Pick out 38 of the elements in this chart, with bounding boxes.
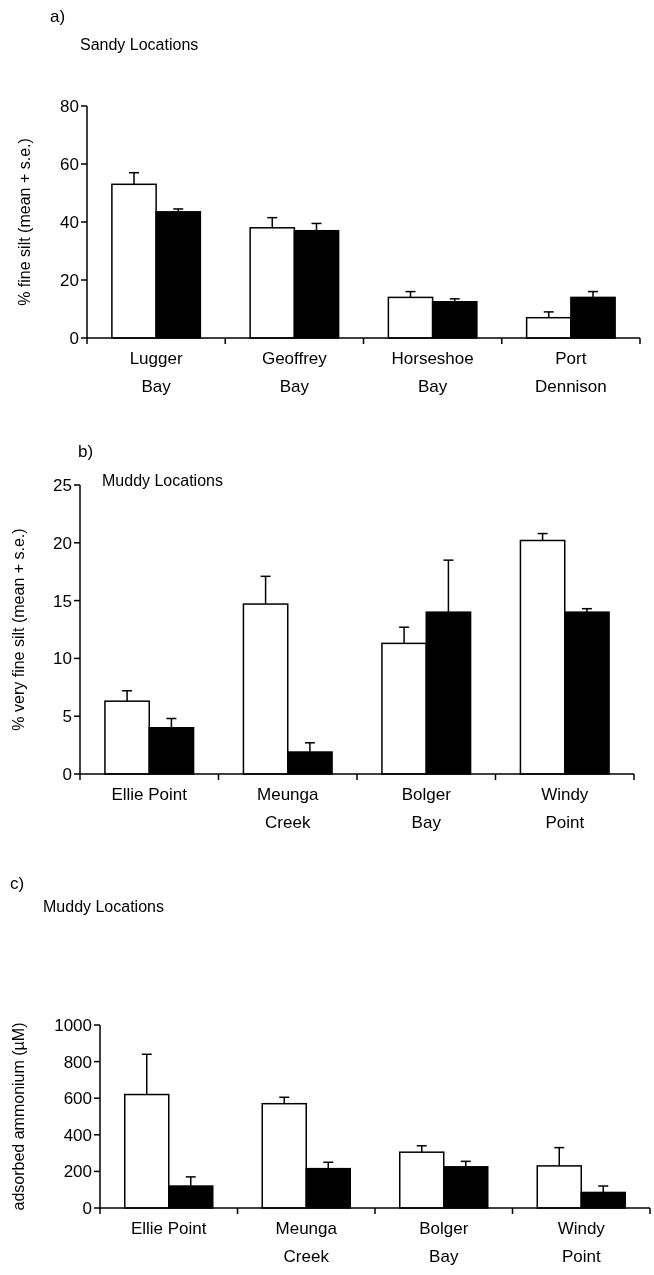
y-tick-label: 600 [63,1089,92,1109]
x-tick-label: Bolger Bay [401,785,452,832]
chart-subtitle: Muddy Locations [102,472,223,489]
y-tick-label: 5 [62,707,72,727]
x-tick-label: Windy Point [541,785,589,832]
y-tick-label: 800 [63,1052,92,1072]
chart-subtitle: Sandy Locations [80,36,199,53]
y-tick-label: 0 [62,764,72,784]
x-tick-label: Bolger Bay [419,1219,469,1266]
y-tick-label: 0 [82,1198,92,1218]
chart-title: b) [78,442,94,461]
y-tick-label: 10 [53,649,72,669]
x-tick-label: Meunga Creek [275,1219,338,1266]
y-tick-label: 400 [63,1125,92,1145]
x-tick-label: Ellie Point [130,1219,207,1238]
y-tick-label: 80 [60,96,79,116]
y-tick-label: 0 [69,328,79,348]
y-axis-title: adsorbed ammonium (µM) [10,1022,27,1211]
y-tick-label: 1000 [54,1015,92,1035]
x-tick-label: Meunga Creek [257,785,320,832]
chart-title: a) [50,7,66,26]
x-tick-label: Lugger Bay [129,349,183,396]
y-axis-title: % very fine silt (mean + s.e.) [10,528,27,731]
x-tick-label: Geoffrey Bay [261,349,328,396]
x-tick-label: Horseshoe Bay [391,349,474,396]
chart-subtitle: Muddy Locations [43,898,164,915]
y-tick-label: 15 [53,591,72,611]
y-tick-label: 40 [60,212,79,232]
x-tick-label: Ellie Point [111,785,188,804]
chart-title: c) [10,874,25,893]
y-axis-title: % fine silt (mean + s.e.) [16,138,33,306]
y-tick-label: 60 [60,154,79,174]
x-tick-label: Port Dennison [534,349,607,396]
y-tick-label: 20 [53,533,72,553]
y-tick-label: 20 [60,270,79,290]
x-tick-label: Windy Point [557,1219,606,1266]
y-tick-label: 200 [63,1162,92,1182]
y-tick-label: 25 [53,475,72,495]
